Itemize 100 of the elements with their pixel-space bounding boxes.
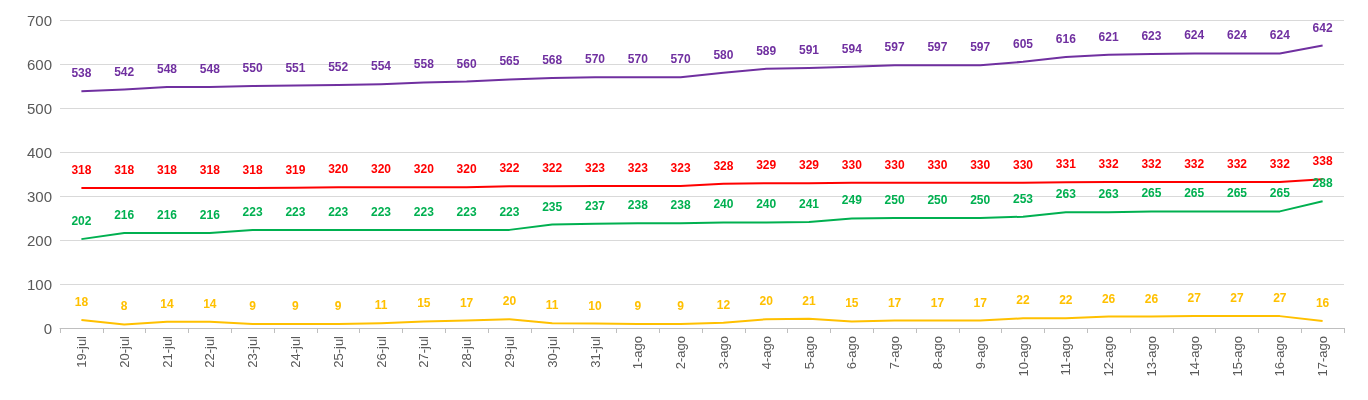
data-label: 20 (759, 294, 774, 309)
data-label: 330 (1012, 157, 1034, 172)
data-label: 288 (1312, 176, 1333, 191)
data-label: 594 (841, 41, 863, 56)
data-label: 318 (156, 163, 178, 178)
x-tick-label: 30-jul (544, 335, 560, 368)
data-label: 550 (242, 61, 263, 75)
x-tick-label: 16-ago (1272, 336, 1288, 377)
data-label: 580 (713, 47, 734, 62)
data-label: 237 (584, 198, 606, 213)
data-label: 329 (756, 158, 777, 173)
data-label: 240 (713, 197, 734, 212)
x-tick-label: 22-jul (202, 335, 218, 368)
y-tick-label: 400 (26, 143, 52, 161)
data-label: 12 (716, 297, 731, 312)
data-label: 558 (413, 57, 435, 72)
data-label: 332 (1141, 156, 1162, 171)
data-label: 330 (884, 157, 905, 172)
data-label: 9 (634, 299, 642, 314)
data-label: 616 (1055, 31, 1077, 46)
data-label: 265 (1184, 186, 1205, 201)
data-label: 323 (670, 160, 691, 175)
data-label: 548 (156, 61, 178, 76)
data-label: 238 (670, 198, 691, 213)
data-label: 27 (1273, 291, 1287, 306)
data-label: 21 (802, 293, 816, 308)
x-tick-label: 28-jul (459, 335, 475, 368)
x-tick-label: 4-ago (758, 336, 774, 370)
x-tick-label: 23-jul (245, 335, 261, 368)
data-label: 320 (413, 162, 435, 177)
data-label: 15 (417, 296, 431, 311)
data-label: 320 (370, 162, 392, 177)
data-label: 565 (499, 54, 520, 69)
data-label: 560 (456, 56, 477, 71)
x-tick-label: 12-ago (1101, 336, 1117, 377)
data-label: 11 (545, 298, 559, 313)
data-label: 253 (1012, 191, 1034, 206)
data-label: 223 (242, 204, 263, 219)
data-label: 223 (370, 204, 392, 219)
x-tick-label: 9-ago (972, 336, 988, 370)
data-label: 241 (798, 196, 820, 211)
x-tick-label: 2-ago (673, 336, 689, 370)
x-tick-label: 1-ago (630, 336, 646, 370)
data-label: 216 (156, 207, 178, 222)
x-tick-label: 17-ago (1315, 336, 1331, 377)
x-tick-label: 21-jul (159, 335, 175, 368)
data-label: 318 (199, 163, 221, 178)
x-tick-label: 25-jul (330, 335, 346, 368)
data-label: 548 (199, 61, 221, 76)
data-label: 642 (1312, 20, 1333, 35)
data-label: 235 (542, 199, 563, 214)
data-label: 318 (114, 163, 135, 178)
data-label: 330 (970, 157, 991, 172)
data-label: 318 (71, 163, 92, 178)
data-label: 216 (114, 207, 135, 222)
data-label: 332 (1269, 156, 1291, 171)
y-tick-label: 600 (26, 55, 52, 73)
x-tick-label: 10-ago (1015, 336, 1031, 377)
data-label: 9 (292, 299, 300, 314)
data-label: 8 (120, 299, 128, 314)
data-label: 202 (71, 214, 92, 229)
data-label: 605 (1012, 36, 1034, 51)
x-tick-label: 11-ago (1058, 336, 1074, 376)
data-label: 319 (285, 162, 306, 177)
data-label: 223 (456, 204, 477, 219)
data-label: 11 (374, 298, 388, 313)
data-label: 624 (1184, 28, 1205, 43)
data-label: 591 (798, 42, 820, 57)
data-label: 26 (1101, 291, 1116, 306)
data-label: 624 (1226, 28, 1248, 43)
data-label: 322 (499, 161, 520, 176)
data-label: 27 (1187, 291, 1202, 306)
data-label: 250 (927, 193, 948, 207)
y-tick-label: 300 (26, 187, 52, 205)
data-label: 621 (1098, 29, 1119, 44)
data-label: 263 (1055, 187, 1077, 202)
y-tick-label: 0 (43, 319, 52, 337)
data-label: 20 (502, 294, 517, 309)
data-label: 332 (1098, 156, 1119, 171)
data-label: 332 (1226, 156, 1248, 171)
data-label: 223 (499, 204, 520, 219)
data-label: 17 (459, 295, 474, 310)
data-label: 623 (1141, 28, 1162, 43)
x-tick-label: 5-ago (801, 336, 817, 370)
data-label: 331 (1055, 157, 1077, 172)
data-label: 570 (670, 52, 691, 67)
data-label: 265 (1141, 186, 1162, 201)
data-label: 223 (413, 204, 435, 219)
data-label: 10 (588, 298, 602, 313)
x-tick-label: 8-ago (929, 336, 945, 370)
data-label: 323 (584, 160, 606, 175)
x-tick-label: 19-jul (73, 335, 89, 368)
data-label: 240 (756, 197, 777, 212)
data-label: 552 (328, 60, 349, 75)
data-label: 223 (328, 204, 349, 219)
data-label: 323 (627, 160, 649, 175)
data-label: 551 (285, 60, 306, 75)
data-label: 597 (927, 40, 948, 55)
data-label: 570 (584, 52, 606, 67)
x-tick-label: 13-ago (1143, 336, 1159, 377)
